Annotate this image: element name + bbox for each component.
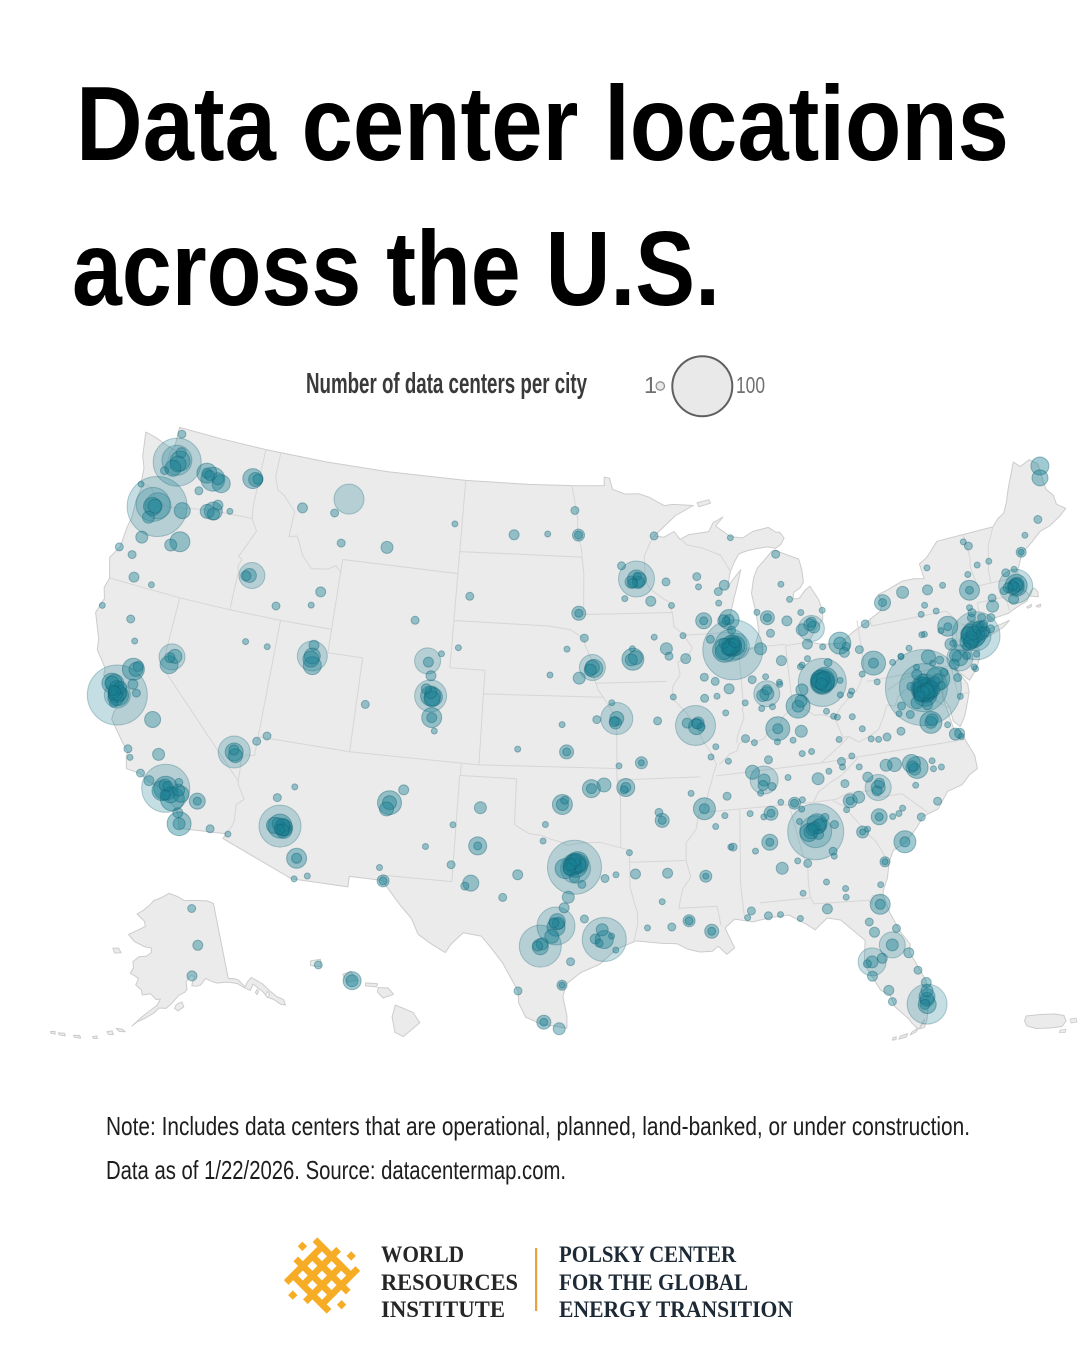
svg-text:100: 100 <box>736 372 765 398</box>
svg-text:WORLD: WORLD <box>381 1242 464 1268</box>
svg-text:ENERGY TRANSITION: ENERGY TRANSITION <box>559 1297 793 1323</box>
svg-text:Data as of 1/22/2026. Source:: Data as of 1/22/2026. Source: datacenter… <box>106 1155 566 1185</box>
svg-text:across the U.S.: across the U.S. <box>72 210 720 328</box>
svg-text:Data center locations: Data center locations <box>76 65 1009 183</box>
svg-text:1: 1 <box>644 372 657 398</box>
svg-text:RESOURCES: RESOURCES <box>381 1270 518 1296</box>
svg-text:Number of data centers per cit: Number of data centers per city <box>306 368 587 400</box>
svg-text:INSTITUTE: INSTITUTE <box>381 1297 505 1323</box>
svg-text:FOR THE GLOBAL: FOR THE GLOBAL <box>559 1270 748 1296</box>
svg-text:Note: Includes data centers th: Note: Includes data centers that are ope… <box>106 1111 970 1141</box>
svg-text:POLSKY CENTER: POLSKY CENTER <box>559 1242 737 1268</box>
